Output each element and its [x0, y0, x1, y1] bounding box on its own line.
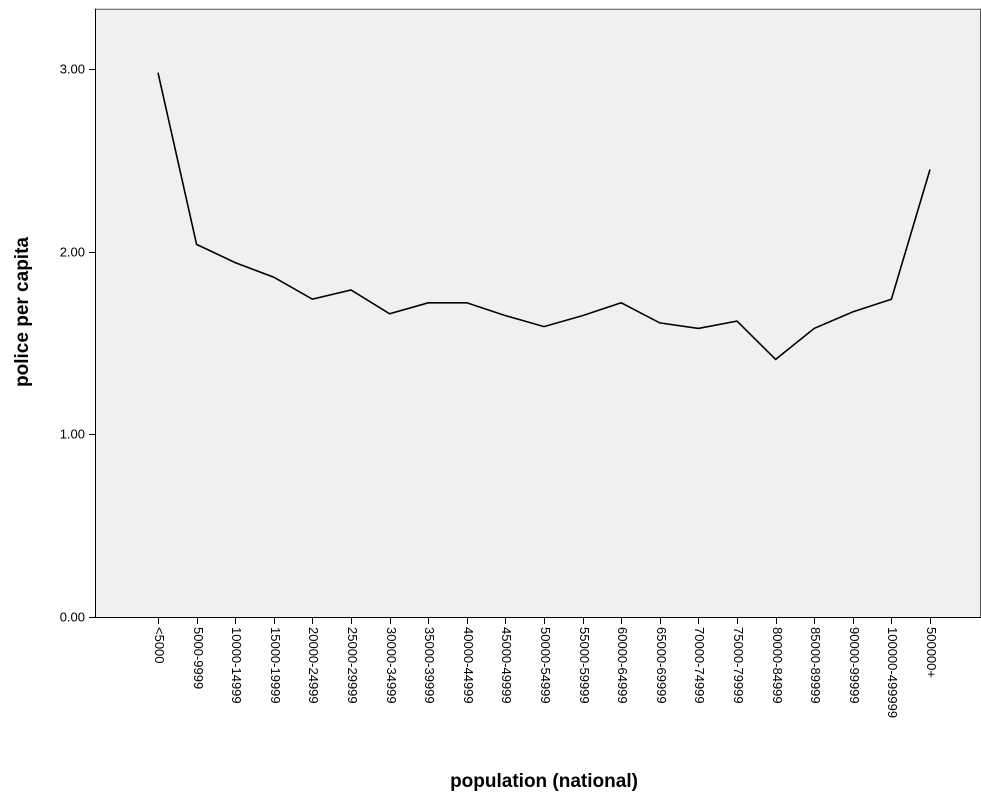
- x-tick-label: 60000-64999: [615, 627, 630, 704]
- x-axis-title: population (national): [450, 771, 638, 792]
- y-axis-ticks: 0.00 1.00 2.00 3.00: [60, 62, 95, 625]
- x-tick-label: 65000-69999: [654, 627, 669, 704]
- y-tick-label: 0.00: [60, 610, 85, 625]
- x-tick-label: 70000-74999: [692, 627, 707, 704]
- x-tick-label: 55000-59999: [577, 627, 592, 704]
- y-axis-title: police per capita: [12, 237, 33, 387]
- x-tick-label: 100000-499999: [885, 627, 900, 718]
- x-tick-label: 20000-24999: [306, 627, 321, 704]
- x-tick-label: 80000-84999: [770, 627, 785, 704]
- x-tick-label: 40000-44999: [461, 627, 476, 704]
- series-line: [157, 72, 931, 361]
- y-tick-label: 2.00: [60, 245, 85, 260]
- x-tick-label: 15000-19999: [268, 627, 283, 704]
- y-tick-label: 1.00: [60, 427, 85, 442]
- x-tick-label: 75000-79999: [731, 627, 746, 704]
- y-tick-label: 3.00: [60, 62, 85, 77]
- x-tick-label: 5000-9999: [191, 627, 206, 689]
- x-tick-label: 50000-54999: [538, 627, 553, 704]
- x-tick-label: 10000-14999: [229, 627, 244, 704]
- x-axis-ticks: <5000 5000-9999 10000-14999 15000-19999 2000…: [152, 617, 939, 718]
- x-tick-label: 35000-39999: [422, 627, 437, 704]
- x-tick-label: 85000-89999: [808, 627, 823, 704]
- x-tick-label: 30000-34999: [384, 627, 399, 704]
- x-tick-label: 45000-49999: [499, 627, 514, 704]
- x-tick-label: <5000: [152, 627, 167, 664]
- x-tick-label: 90000-99999: [847, 627, 862, 704]
- x-tick-label: 500000+: [924, 627, 939, 678]
- x-tick-label: 25000-29999: [345, 627, 360, 704]
- plot-area: [95, 8, 981, 618]
